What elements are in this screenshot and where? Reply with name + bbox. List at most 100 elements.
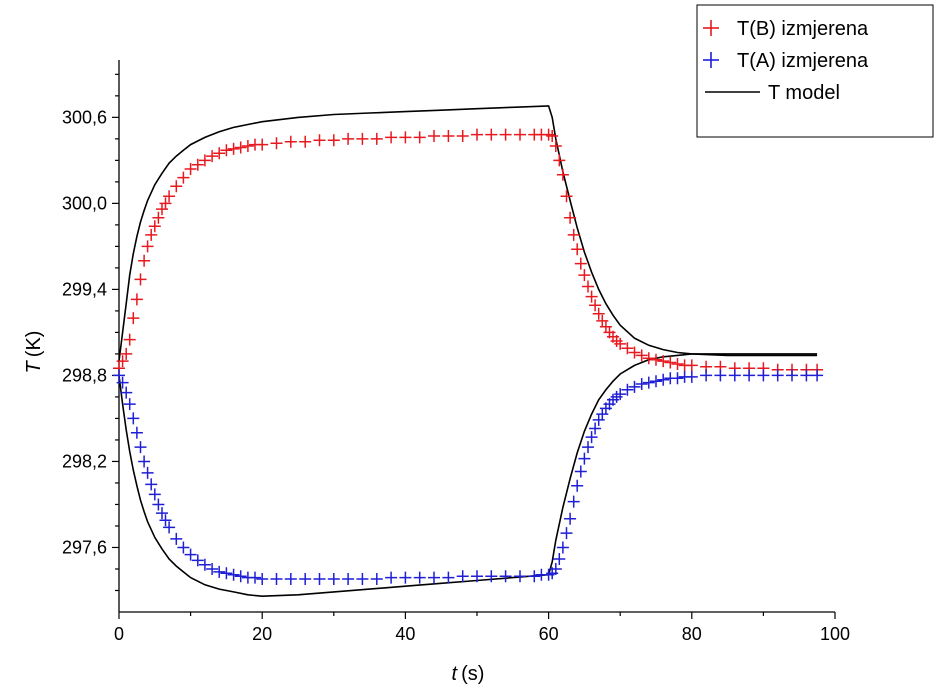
- data-point: [585, 431, 598, 444]
- data-point: [567, 228, 580, 241]
- data-point: [549, 140, 562, 152]
- data-point: [671, 372, 684, 385]
- data-point: [141, 466, 154, 479]
- data-point: [413, 571, 426, 584]
- data-point: [156, 507, 168, 520]
- data-point: [757, 369, 770, 382]
- data-point: [127, 312, 140, 325]
- legend-marker-tb: [703, 20, 719, 36]
- data-point: [571, 479, 584, 492]
- data-point: [123, 398, 136, 411]
- data-point: [191, 158, 204, 171]
- tick-labels: 0 20 40 60 80 100 297,6 298,2 298,8 299,4 300,0 300…: [62, 107, 850, 644]
- data-point: [141, 240, 154, 253]
- legend-item-model: T model: [705, 82, 840, 104]
- data-point: [127, 412, 140, 425]
- legend-label-tb: T(B) izmjerena: [737, 18, 869, 40]
- data-point: [177, 171, 190, 184]
- y-tick-label: 300,6: [62, 107, 107, 127]
- x-tick-label: 80: [682, 624, 702, 644]
- data-point: [270, 573, 283, 585]
- data-point: [134, 273, 147, 286]
- data-point: [241, 140, 254, 152]
- data-point: [589, 299, 602, 312]
- data-point: [184, 548, 197, 561]
- data-point: [256, 138, 269, 151]
- data-point: [123, 333, 136, 346]
- data-point: [560, 527, 573, 540]
- data-point: [163, 190, 176, 203]
- data-point: [284, 573, 297, 585]
- data-point: [582, 441, 594, 454]
- data-point: [553, 553, 566, 565]
- data-point: [442, 130, 455, 142]
- data-point: [671, 358, 684, 370]
- x-tick-label: 60: [539, 624, 559, 644]
- model-curves: [118, 105, 818, 598]
- data-point: [270, 137, 283, 150]
- data-point: [206, 563, 219, 575]
- data-point: [327, 573, 340, 585]
- data-point: [213, 565, 226, 578]
- data-point: [743, 369, 756, 382]
- data-point: [514, 570, 526, 583]
- data-point: [152, 211, 165, 224]
- data-point: [664, 356, 677, 369]
- data-point: [585, 290, 598, 303]
- data-point: [170, 532, 183, 545]
- data-point: [471, 128, 483, 141]
- data-point: [714, 369, 727, 382]
- data-point: [685, 370, 698, 383]
- data-point: [138, 455, 151, 468]
- legend-item-ta: T(A) izmjerena: [703, 50, 869, 72]
- data-point: [120, 386, 133, 399]
- data-point: [284, 135, 297, 148]
- y-tick-label: 297,6: [62, 537, 107, 557]
- x-tick-label: 100: [820, 624, 850, 644]
- data-point: [148, 488, 161, 501]
- data-point: [556, 541, 569, 554]
- data-point: [134, 441, 147, 454]
- data-point: [170, 180, 183, 193]
- data-point: [428, 130, 440, 142]
- markers: [113, 128, 824, 585]
- x-tick-label: 20: [252, 624, 272, 644]
- data-point: [650, 353, 662, 366]
- data-point: [356, 132, 369, 145]
- series-tb-markers: [113, 128, 824, 376]
- data-point: [571, 243, 584, 256]
- y-axis-label: T(K): [23, 331, 45, 374]
- y-axis-unit: (K): [23, 331, 45, 358]
- data-point: [553, 154, 566, 167]
- data-point: [574, 465, 587, 478]
- data-point: [145, 478, 158, 491]
- data-point: [499, 128, 512, 141]
- model-curve-lower: [118, 353, 818, 598]
- x-axis-symbol: t: [452, 663, 459, 685]
- data-point: [456, 130, 469, 142]
- data-point: [299, 135, 312, 148]
- data-point: [800, 369, 813, 382]
- data-point: [485, 570, 498, 583]
- legend-marker-ta: [703, 52, 719, 68]
- data-point: [628, 346, 641, 359]
- data-point: [177, 541, 190, 554]
- data-point: [614, 388, 627, 401]
- data-point: [771, 369, 784, 382]
- y-tick-label: 300,0: [62, 193, 107, 213]
- data-point: [138, 254, 151, 267]
- data-point: [130, 426, 143, 439]
- data-point: [700, 369, 713, 382]
- legend-label-model: T model: [768, 82, 840, 104]
- data-point: [370, 132, 383, 145]
- data-point: [471, 570, 483, 583]
- model-curve-upper: [118, 105, 818, 362]
- data-point: [220, 567, 233, 580]
- data-point: [549, 563, 562, 575]
- data-point: [564, 512, 577, 525]
- data-point: [442, 571, 455, 584]
- data-point: [528, 570, 541, 583]
- data-point: [650, 375, 662, 388]
- data-point: [198, 558, 211, 571]
